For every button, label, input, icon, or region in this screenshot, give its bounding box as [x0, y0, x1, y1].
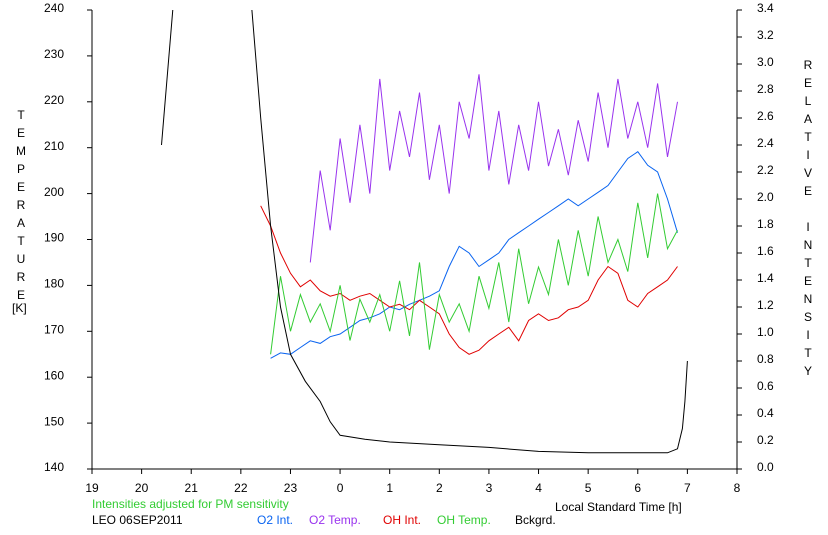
x-tick-label: 5: [585, 481, 592, 495]
series-line: [161, 10, 688, 454]
y2-tick-label: 2.4: [757, 136, 774, 150]
y2-tick-label: 1.6: [757, 244, 774, 258]
y-tick-label: 210: [44, 139, 64, 153]
y2-tick-label: 1.0: [757, 325, 774, 339]
y2-tick-label: 1.4: [757, 271, 774, 285]
y-tick-label: 150: [44, 414, 64, 428]
legend-label: O2 Temp.: [309, 513, 361, 527]
series-line: [270, 193, 678, 355]
y-tick-label: 220: [44, 93, 64, 107]
y2-tick-label: 2.2: [757, 163, 774, 177]
legend-label: OH Int.: [383, 513, 421, 527]
legend-label: Bckgrd.: [515, 513, 556, 527]
y2-tick-label: 2.8: [757, 82, 774, 96]
x-tick-label: 7: [684, 481, 691, 495]
y2-tick-label: 3.2: [757, 28, 774, 42]
x-tick-label: 21: [185, 481, 199, 495]
y-tick-label: 240: [44, 1, 64, 15]
y-tick-label: 170: [44, 322, 64, 336]
plot-area: [161, 10, 688, 454]
y2-tick-label: 3.4: [757, 1, 774, 15]
legend-label: OH Temp.: [437, 513, 491, 527]
y-axis-unit: [K]: [12, 301, 27, 315]
y-tick-label: 190: [44, 231, 64, 245]
x-tick-label: 8: [734, 481, 741, 495]
series-line: [260, 205, 678, 355]
series-line: [309, 74, 678, 263]
y-tick-label: 200: [44, 185, 64, 199]
y2-tick-label: 0.0: [757, 460, 774, 474]
y2-tick-label: 2.0: [757, 190, 774, 204]
y-tick-label: 140: [44, 460, 64, 474]
y2-axis-title: RELATIVE INTENSITY: [801, 58, 815, 382]
x-tick-label: 1: [386, 481, 393, 495]
note: Intensities adjusted for PM sensitivity: [92, 497, 289, 511]
x-tick-label: 4: [535, 481, 542, 495]
x-tick-label: 22: [234, 481, 248, 495]
y-axis-title: TEMPERATURE: [14, 108, 28, 306]
y2-tick-label: 0.2: [757, 433, 774, 447]
x-tick-label: 23: [284, 481, 298, 495]
x-tick-label: 6: [634, 481, 641, 495]
station-label: LEO 06SEP2011: [92, 513, 183, 527]
series-line: [270, 151, 678, 359]
x-tick-label: 3: [486, 481, 493, 495]
x-tick-label: 20: [135, 481, 149, 495]
y2-tick-label: 2.6: [757, 109, 774, 123]
y-tick-label: 180: [44, 277, 64, 291]
y2-tick-label: 0.6: [757, 379, 774, 393]
y2-tick-label: 0.4: [757, 406, 774, 420]
y-tick-label: 230: [44, 47, 64, 61]
y2-tick-label: 1.2: [757, 298, 774, 312]
y2-tick-label: 0.8: [757, 352, 774, 366]
x-tick-label: 2: [436, 481, 443, 495]
x-tick-label: 19: [85, 481, 99, 495]
y2-tick-label: 1.8: [757, 217, 774, 231]
y-tick-label: 160: [44, 368, 64, 382]
legend-label: O2 Int.: [257, 513, 293, 527]
x-tick-label: 0: [337, 481, 344, 495]
y2-tick-label: 3.0: [757, 55, 774, 69]
x-axis-title: Local Standard Time [h]: [555, 500, 682, 514]
